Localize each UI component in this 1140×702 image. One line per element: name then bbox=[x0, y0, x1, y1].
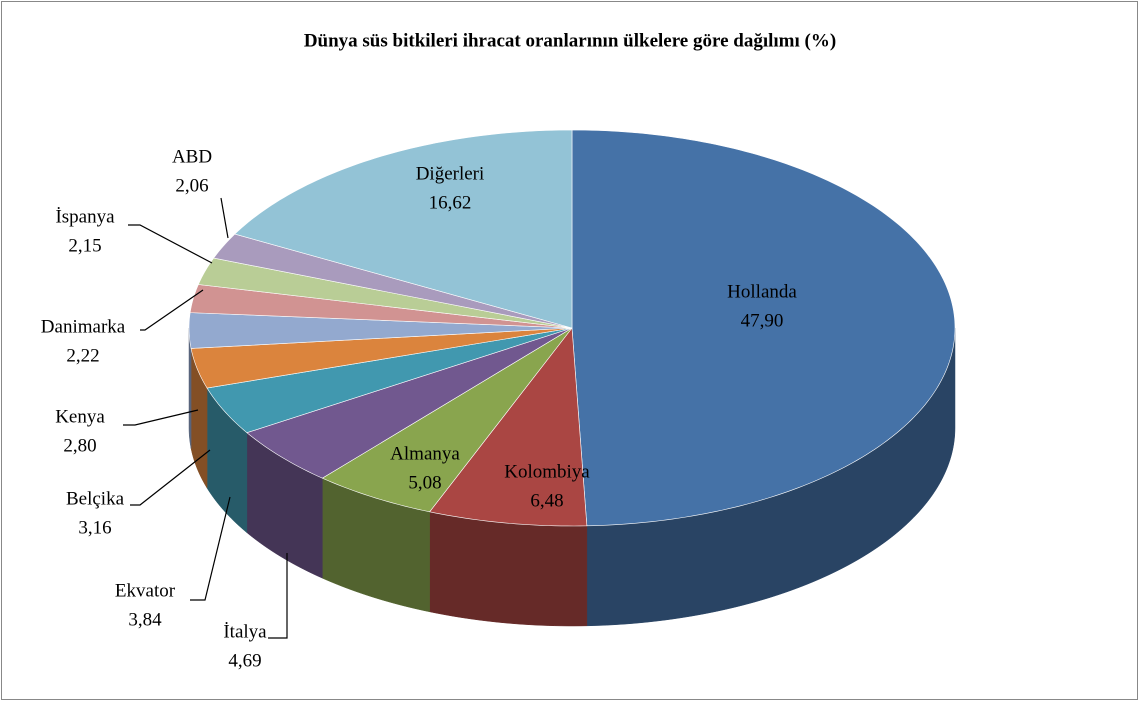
value-label: 3,16 bbox=[78, 517, 111, 538]
category-label: İspanya bbox=[55, 206, 115, 227]
slice bbox=[429, 327, 588, 527]
leader-line bbox=[123, 409, 199, 426]
slice bbox=[197, 257, 573, 329]
category-label: Danimarka bbox=[41, 316, 126, 337]
category-label: Kolombiya bbox=[504, 461, 590, 482]
category-label: Almanya bbox=[390, 443, 460, 464]
leader-line bbox=[268, 553, 288, 639]
category-label: Hollanda bbox=[727, 281, 797, 302]
leader-line bbox=[128, 224, 213, 264]
slice bbox=[234, 129, 573, 329]
leader-line bbox=[130, 449, 211, 506]
slice bbox=[246, 327, 573, 479]
value-label: 16,62 bbox=[429, 192, 472, 213]
leader-line bbox=[140, 289, 204, 331]
slice bbox=[213, 233, 573, 329]
category-label: Diğerleri bbox=[416, 163, 485, 184]
slice bbox=[206, 327, 573, 434]
value-label: 2,06 bbox=[175, 175, 208, 196]
value-label: 3,84 bbox=[128, 609, 162, 630]
slice-side bbox=[429, 511, 588, 627]
leader-line bbox=[220, 197, 229, 239]
value-label: 5,08 bbox=[408, 472, 441, 493]
value-label: 4,69 bbox=[228, 650, 261, 671]
category-label: Ekvator bbox=[115, 580, 176, 601]
value-label: 6,48 bbox=[530, 490, 563, 511]
value-label: 47,90 bbox=[741, 310, 784, 331]
category-label: İtalya bbox=[223, 621, 267, 642]
leader-line bbox=[190, 496, 231, 601]
value-label: 2,22 bbox=[66, 345, 99, 366]
slice bbox=[190, 327, 573, 389]
category-label: Belçika bbox=[66, 488, 125, 509]
slice bbox=[571, 129, 956, 527]
category-label: Kenya bbox=[55, 406, 105, 427]
value-label: 2,80 bbox=[63, 435, 96, 456]
slice bbox=[188, 312, 573, 349]
value-label: 2,15 bbox=[68, 235, 101, 256]
slice bbox=[321, 327, 573, 513]
chart-title: Dünya süs bitkileri ihracat oranlarının … bbox=[304, 30, 836, 51]
category-label: ABD bbox=[172, 146, 212, 167]
